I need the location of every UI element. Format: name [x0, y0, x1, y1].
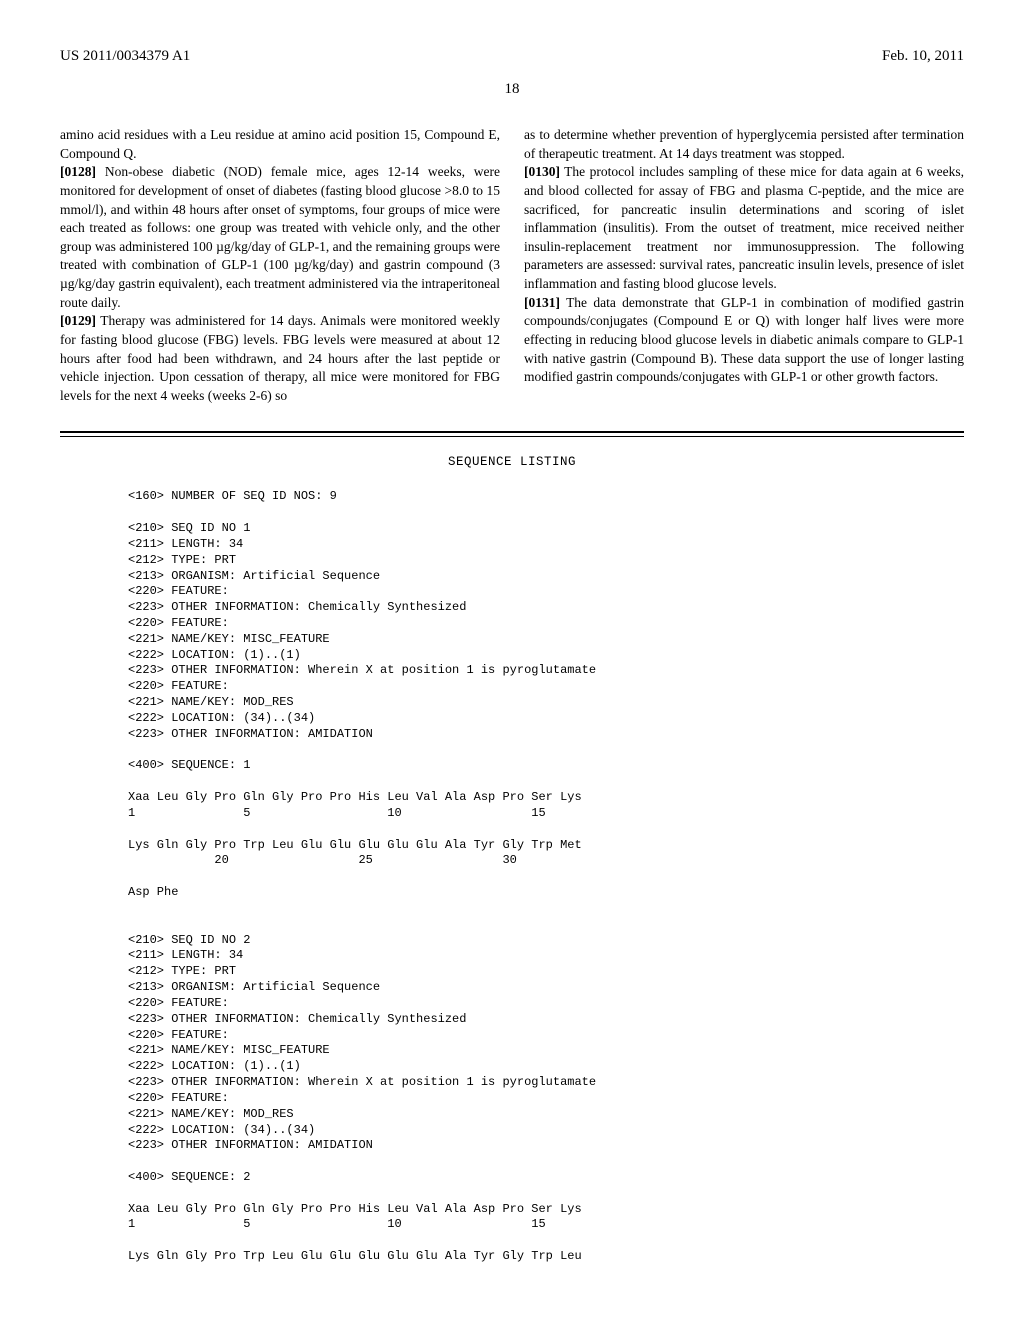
para-number: [0128]	[60, 164, 96, 179]
para-number: [0130]	[524, 164, 560, 179]
para-text: The data demonstrate that GLP-1 in combi…	[524, 295, 964, 385]
para-text: Non-obese diabetic (NOD) female mice, ag…	[60, 164, 500, 309]
publication-date: Feb. 10, 2011	[882, 48, 964, 65]
continuation-text: as to determine whether prevention of hy…	[524, 126, 964, 163]
paragraph-0129: [0129] Therapy was administered for 14 d…	[60, 312, 500, 405]
paragraph-0130: [0130] The protocol includes sampling of…	[524, 163, 964, 293]
para-number: [0131]	[524, 295, 560, 310]
para-text: Therapy was administered for 14 days. An…	[60, 313, 500, 403]
body-columns: amino acid residues with a Leu residue a…	[60, 126, 964, 405]
paragraph-0128: [0128] Non-obese diabetic (NOD) female m…	[60, 163, 500, 312]
section-divider-bottom	[60, 436, 964, 437]
section-divider-top	[60, 431, 964, 433]
left-column: amino acid residues with a Leu residue a…	[60, 126, 500, 405]
para-number: [0129]	[60, 313, 96, 328]
right-column: as to determine whether prevention of hy…	[524, 126, 964, 405]
paragraph-0131: [0131] The data demonstrate that GLP-1 i…	[524, 294, 964, 387]
page-header: US 2011/0034379 A1 Feb. 10, 2011	[60, 48, 964, 65]
page-number: 18	[60, 81, 964, 98]
continuation-text: amino acid residues with a Leu residue a…	[60, 126, 500, 163]
sequence-listing-title: SEQUENCE LISTING	[60, 455, 964, 469]
para-text: The protocol includes sampling of these …	[524, 164, 964, 291]
sequence-listing-body: <160> NUMBER OF SEQ ID NOS: 9 <210> SEQ …	[60, 489, 964, 1265]
publication-number: US 2011/0034379 A1	[60, 48, 190, 65]
